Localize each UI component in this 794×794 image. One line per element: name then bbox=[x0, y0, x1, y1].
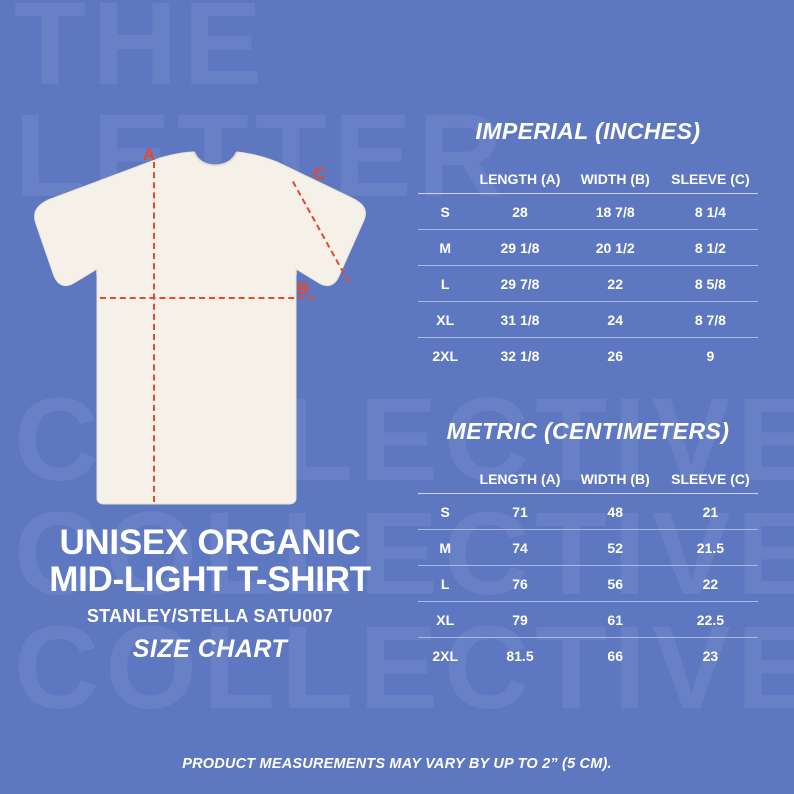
table-header-row: LENGTH (A) WIDTH (B) SLEEVE (C) bbox=[418, 465, 758, 494]
product-title-line2: MID-LIGHT T-SHIRT bbox=[49, 560, 371, 600]
cell-size: XL bbox=[436, 311, 455, 328]
table-row: L 29 7/8 22 8 5/8 bbox=[418, 265, 758, 302]
metric-table-block: METRIC (CENTIMETERS) LENGTH (A) WIDTH (B… bbox=[418, 418, 758, 673]
imperial-table-title: IMPERIAL (INCHES) bbox=[475, 118, 701, 144]
watermark-line: THE bbox=[14, 0, 268, 110]
cell-size: M bbox=[439, 539, 452, 556]
table-row: S 71 48 21 bbox=[418, 493, 758, 530]
cell-length: 79 bbox=[512, 611, 528, 628]
cell-width: 61 bbox=[607, 611, 623, 628]
cell-sleeve: 8 1/4 bbox=[694, 203, 726, 220]
table-header-row: LENGTH (A) WIDTH (B) SLEEVE (C) bbox=[418, 165, 758, 194]
measurement-guide-width bbox=[100, 297, 314, 299]
cell-size: S bbox=[440, 503, 450, 520]
table-row: M 29 1/8 20 1/2 8 1/2 bbox=[418, 229, 758, 266]
col-header-size bbox=[418, 165, 472, 194]
imperial-table-block: IMPERIAL (INCHES) LENGTH (A) WIDTH (B) S… bbox=[418, 118, 758, 373]
cell-width: 56 bbox=[607, 575, 623, 592]
cell-size: 2XL bbox=[432, 347, 459, 364]
cell-width: 24 bbox=[607, 311, 623, 328]
headline-block: UNISEX ORGANIC MID-LIGHT T-SHIRT STANLEY… bbox=[0, 524, 420, 664]
col-header-sleeve: SLEEVE (C) bbox=[671, 471, 750, 487]
marker-c-label: C bbox=[313, 164, 326, 183]
cell-length: 29 7/8 bbox=[500, 275, 540, 292]
cell-length: 32 1/8 bbox=[500, 347, 540, 364]
cell-sleeve: 23 bbox=[702, 647, 719, 664]
imperial-size-table: LENGTH (A) WIDTH (B) SLEEVE (C) S 28 18 … bbox=[418, 165, 758, 373]
size-chart-kicker: SIZE CHART bbox=[132, 635, 288, 664]
col-header-length: LENGTH (A) bbox=[479, 471, 561, 487]
cell-width: 22 bbox=[607, 275, 623, 292]
col-header-size bbox=[418, 465, 472, 494]
metric-table-title: METRIC (CENTIMETERS) bbox=[446, 418, 730, 444]
cell-size: XL bbox=[436, 611, 455, 628]
marker-a-label: A bbox=[143, 145, 156, 164]
cell-size: L bbox=[440, 275, 450, 292]
cell-length: 74 bbox=[512, 539, 528, 556]
table-row: S 28 18 7/8 8 1/4 bbox=[418, 193, 758, 230]
cell-length: 81.5 bbox=[506, 647, 534, 664]
col-header-sleeve: SLEEVE (C) bbox=[671, 171, 750, 187]
cell-length: 28 bbox=[512, 203, 528, 220]
cell-width: 18 7/8 bbox=[595, 203, 635, 220]
cell-sleeve: 8 7/8 bbox=[694, 311, 726, 328]
col-header-length: LENGTH (A) bbox=[479, 171, 561, 187]
tshirt-svg bbox=[34, 151, 366, 505]
table-row: 2XL 81.5 66 23 bbox=[418, 637, 758, 674]
tshirt-illustration: A B C bbox=[34, 140, 394, 515]
marker-b-label: B bbox=[297, 279, 310, 298]
col-header-width: WIDTH (B) bbox=[580, 471, 650, 487]
cell-width: 26 bbox=[607, 347, 623, 364]
measurement-disclaimer: PRODUCT MEASUREMENTS MAY VARY BY UP TO 2… bbox=[182, 756, 612, 772]
col-header-width: WIDTH (B) bbox=[580, 171, 650, 187]
table-row: XL 31 1/8 24 8 7/8 bbox=[418, 301, 758, 338]
metric-size-table: LENGTH (A) WIDTH (B) SLEEVE (C) S 71 48 … bbox=[418, 465, 758, 673]
table-row: XL 79 61 22.5 bbox=[418, 601, 758, 638]
product-title-line1: UNISEX ORGANIC bbox=[59, 523, 361, 562]
table-row: L 76 56 22 bbox=[418, 565, 758, 602]
cell-sleeve: 22 bbox=[702, 575, 719, 592]
cell-length: 71 bbox=[512, 503, 528, 520]
cell-size: S bbox=[440, 203, 450, 220]
cell-size: L bbox=[440, 575, 450, 592]
cell-width: 48 bbox=[607, 503, 623, 520]
cell-size: M bbox=[439, 239, 452, 256]
cell-sleeve: 8 1/2 bbox=[694, 239, 726, 256]
cell-width: 52 bbox=[607, 539, 623, 556]
cell-width: 66 bbox=[607, 647, 623, 664]
cell-sleeve: 21 bbox=[702, 503, 719, 520]
cell-width: 20 1/2 bbox=[595, 239, 635, 256]
product-style-code: STANLEY/STELLA SATU007 bbox=[86, 606, 334, 627]
cell-sleeve: 22.5 bbox=[696, 611, 725, 628]
cell-length: 76 bbox=[512, 575, 528, 592]
table-row: 2XL 32 1/8 26 9 bbox=[418, 337, 758, 374]
table-row: M 74 52 21.5 bbox=[418, 529, 758, 566]
cell-length: 31 1/8 bbox=[500, 311, 540, 328]
cell-sleeve: 8 5/8 bbox=[694, 275, 726, 292]
cell-length: 29 1/8 bbox=[500, 239, 540, 256]
measurement-guide-length bbox=[153, 162, 155, 502]
cell-sleeve: 21.5 bbox=[696, 539, 725, 556]
cell-sleeve: 9 bbox=[706, 347, 715, 364]
cell-size: 2XL bbox=[432, 647, 459, 664]
